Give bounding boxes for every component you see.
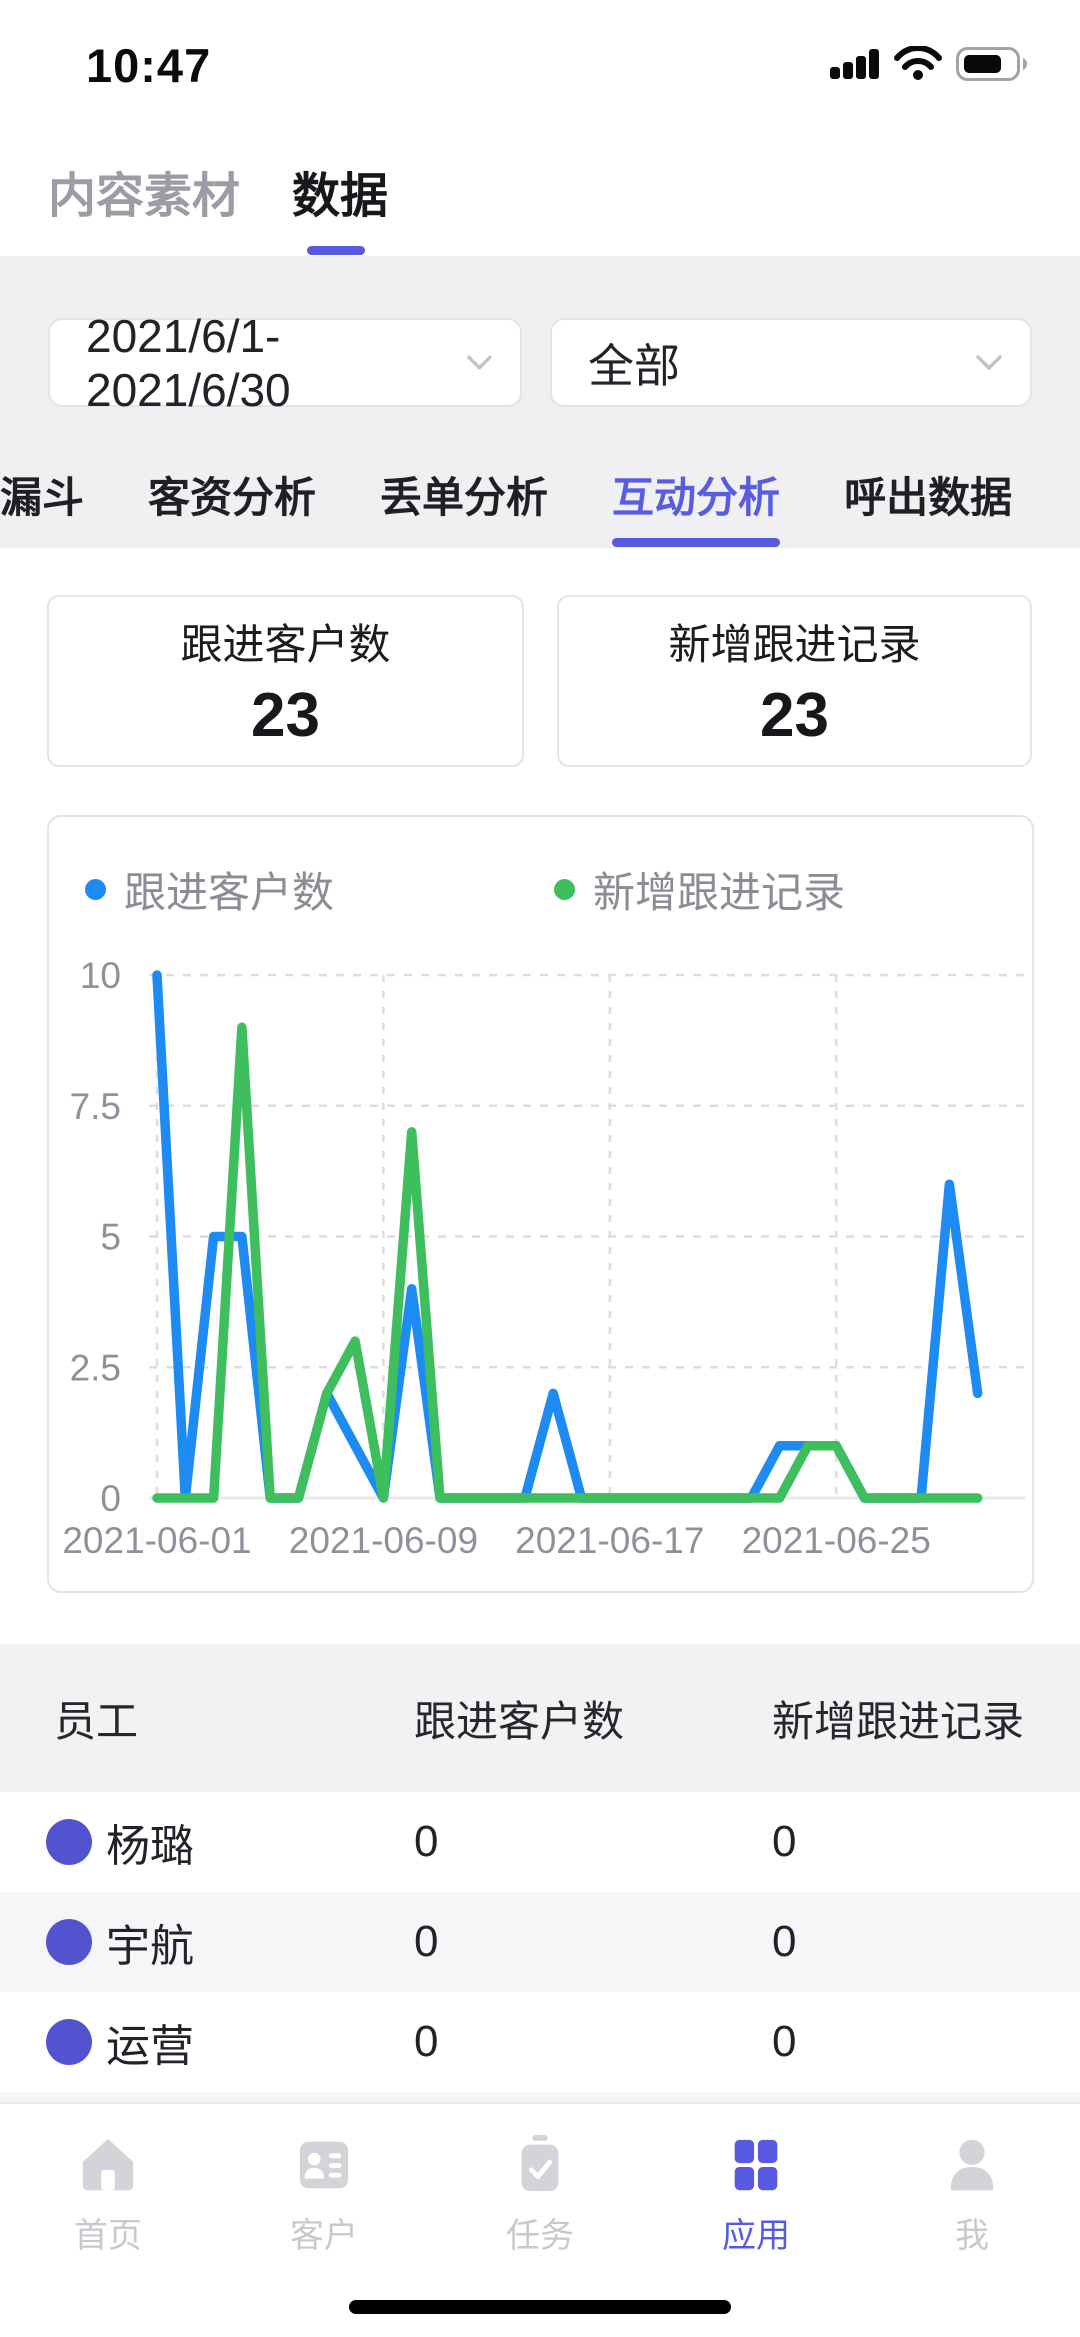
tab-data[interactable]: 数据 bbox=[292, 170, 389, 223]
legend-dot-green-icon bbox=[554, 879, 575, 900]
svg-text:2021-06-09: 2021-06-09 bbox=[289, 1520, 478, 1561]
scope-value: 全部 bbox=[588, 339, 680, 392]
apps-grid-icon bbox=[734, 2139, 778, 2191]
analysis-tab-bar: 转化漏斗 客资分析 丢单分析 互动分析 呼出数据 bbox=[0, 460, 1080, 549]
new-follow-records-value: 0 bbox=[772, 2017, 797, 2066]
followed-customers-value: 0 bbox=[414, 1817, 439, 1866]
partial-row-strip bbox=[0, 2092, 1080, 2104]
nav-label: 首页 bbox=[74, 2217, 142, 2255]
line-chart-svg: 0 2.5 5 7.5 10 2021-06-01 2021-06-09 2021-06-17… bbox=[62, 955, 1025, 1561]
stat-value: 23 bbox=[760, 681, 829, 750]
nav-item-apps[interactable]: 应用 bbox=[648, 2104, 864, 2337]
wifi-icon bbox=[894, 46, 942, 80]
user-icon bbox=[950, 2139, 994, 2191]
cellular-signal-icon bbox=[830, 49, 879, 79]
nav-label: 任务 bbox=[506, 2217, 574, 2255]
date-range-value: 2021/6/1-2021/6/30 bbox=[86, 309, 291, 416]
status-time: 10:47 bbox=[86, 39, 212, 92]
page-tabs: 内容素材 数据 bbox=[48, 156, 388, 226]
legend-label: 新增跟进记录 bbox=[593, 869, 846, 916]
stat-label: 跟进客户数 bbox=[180, 621, 391, 668]
trend-chart-card: 0 2.5 5 7.5 10 2021-06-01 2021-06-09 2021-06-17… bbox=[47, 815, 1034, 1593]
new-follow-records-value: 0 bbox=[772, 1817, 797, 1866]
legend-item-followed-customers: 跟进客户数 bbox=[85, 859, 334, 920]
avatar bbox=[46, 1919, 92, 1965]
stat-card-new-follow-records: 新增跟进记录 23 bbox=[557, 595, 1032, 767]
legend-item-new-follow-records: 新增跟进记录 bbox=[554, 859, 845, 920]
svg-text:5: 5 bbox=[100, 1217, 121, 1258]
employee-name: 宇航 bbox=[106, 1922, 194, 1971]
chevron-down-icon bbox=[976, 354, 1002, 370]
tab-content-material[interactable]: 内容素材 bbox=[48, 170, 241, 223]
column-header-new-follow-records: 新增跟进记录 bbox=[772, 1697, 1025, 1745]
home-icon bbox=[82, 2138, 134, 2191]
nav-label: 应用 bbox=[722, 2217, 790, 2255]
svg-text:2021-06-25: 2021-06-25 bbox=[742, 1520, 931, 1561]
tasks-icon bbox=[521, 2134, 559, 2192]
scope-dropdown[interactable]: 全部 bbox=[550, 318, 1032, 407]
svg-text:7.5: 7.5 bbox=[70, 1086, 121, 1127]
table-row[interactable]: 杨璐 0 0 bbox=[0, 1792, 1080, 1892]
svg-text:10: 10 bbox=[80, 955, 121, 996]
employee-name: 运营 bbox=[106, 2022, 194, 2071]
svg-text:2021-06-01: 2021-06-01 bbox=[62, 1520, 251, 1561]
svg-text:2021-06-17: 2021-06-17 bbox=[515, 1520, 704, 1561]
employee-name: 杨璐 bbox=[106, 1822, 194, 1871]
column-header-followed-customers: 跟进客户数 bbox=[414, 1697, 625, 1745]
column-header-employee: 员工 bbox=[54, 1697, 139, 1745]
bottom-nav-bar: 首页 客户 任务 bbox=[0, 2102, 1080, 2337]
date-range-dropdown[interactable]: 2021/6/1-2021/6/30 bbox=[48, 310, 522, 416]
tab-interaction-analysis[interactable]: 互动分析 bbox=[612, 460, 781, 549]
nav-label: 我 bbox=[955, 2217, 989, 2255]
stat-value: 23 bbox=[251, 681, 320, 750]
tab-lead-analysis[interactable]: 客资分析 bbox=[148, 474, 317, 521]
home-indicator[interactable] bbox=[349, 2300, 731, 2314]
followed-customers-value: 0 bbox=[414, 1917, 439, 1966]
nav-item-home[interactable]: 首页 bbox=[0, 2104, 216, 2337]
avatar bbox=[46, 1819, 92, 1865]
nav-item-me[interactable]: 我 bbox=[864, 2104, 1080, 2337]
legend-label: 跟进客户数 bbox=[124, 869, 335, 916]
followed-customers-value: 0 bbox=[414, 2017, 439, 2066]
status-icons bbox=[830, 46, 1032, 81]
legend-dot-blue-icon bbox=[85, 879, 106, 900]
svg-text:0: 0 bbox=[100, 1478, 121, 1519]
table-row[interactable]: 运营 0 0 bbox=[0, 1992, 1080, 2092]
table-row[interactable]: 宇航 0 0 bbox=[0, 1892, 1080, 1992]
nav-item-tasks[interactable]: 任务 bbox=[432, 2104, 648, 2337]
stat-label: 新增跟进记录 bbox=[668, 621, 921, 668]
chevron-down-icon bbox=[467, 355, 492, 369]
nav-item-customers[interactable]: 客户 bbox=[216, 2104, 432, 2337]
table-header: 员工 跟进客户数 新增跟进记录 bbox=[0, 1644, 1080, 1792]
employee-cell: 运营 bbox=[46, 2010, 406, 2074]
tab-outbound-data[interactable]: 呼出数据 bbox=[844, 474, 1013, 521]
contacts-icon bbox=[299, 2141, 349, 2189]
battery-icon bbox=[956, 46, 1027, 81]
stat-card-followed-customers: 跟进客户数 23 bbox=[47, 595, 524, 767]
employee-cell: 宇航 bbox=[46, 1910, 406, 1974]
svg-text:2.5: 2.5 bbox=[70, 1347, 121, 1388]
avatar bbox=[46, 2019, 92, 2065]
tab-conversion-funnel[interactable]: 转化漏斗 bbox=[0, 474, 85, 521]
new-follow-records-value: 0 bbox=[772, 1917, 797, 1966]
nav-label: 客户 bbox=[290, 2217, 358, 2255]
tab-lost-order-analysis[interactable]: 丢单分析 bbox=[380, 474, 549, 521]
employee-cell: 杨璐 bbox=[46, 1810, 406, 1874]
active-tab-indicator bbox=[307, 246, 365, 255]
filter-section: 2021/6/1-2021/6/30 全部 转化漏斗 客资分析 丢单分析 互动分… bbox=[0, 256, 1080, 548]
